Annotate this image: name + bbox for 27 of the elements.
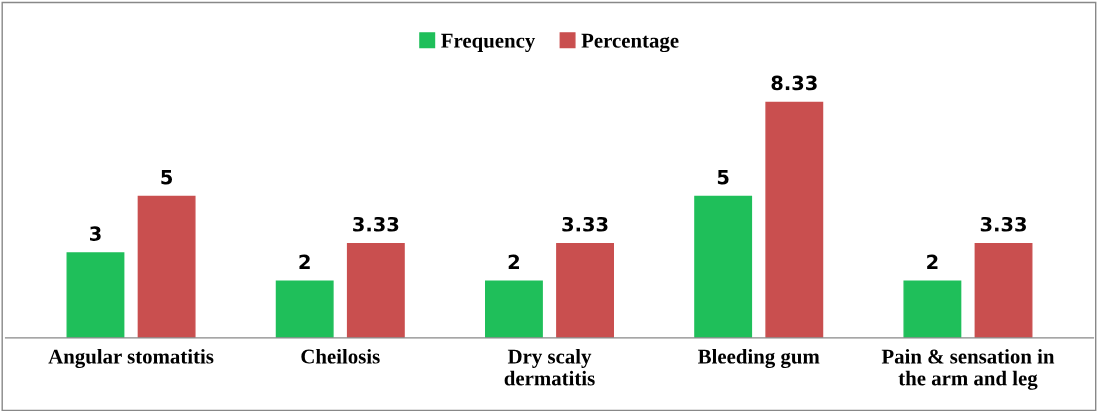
bar <box>484 280 543 338</box>
legend-label: Percentage <box>581 33 679 53</box>
data-label: 3.33 <box>980 216 1026 232</box>
x-tick-label: Angular stomatitis <box>48 348 214 369</box>
bar <box>66 252 125 338</box>
bar <box>346 243 405 338</box>
x-tick-label: Bleeding gum <box>698 348 820 369</box>
bar <box>556 243 615 338</box>
bar <box>694 195 753 338</box>
data-label: 3.33 <box>353 216 399 232</box>
x-tick-label: Dry scaly dermatitis <box>504 348 595 386</box>
data-label: 8.33 <box>771 75 817 91</box>
data-label: 2 <box>508 254 520 269</box>
data-label: 3 <box>90 226 101 241</box>
bar <box>974 243 1033 338</box>
bar <box>765 101 824 338</box>
bar <box>903 280 962 338</box>
bar <box>137 195 196 338</box>
data-label: 5 <box>161 169 173 185</box>
legend-label: Frequency <box>441 33 536 53</box>
data-label: 2 <box>299 254 310 269</box>
data-label: 3.33 <box>562 216 608 232</box>
x-tick-label: Cheilosis <box>301 348 380 364</box>
data-label: 2 <box>927 254 938 269</box>
bar <box>275 280 334 338</box>
x-tick-label: Pain & sensation in the arm and leg <box>881 348 1055 390</box>
data-label: 5 <box>717 169 729 185</box>
